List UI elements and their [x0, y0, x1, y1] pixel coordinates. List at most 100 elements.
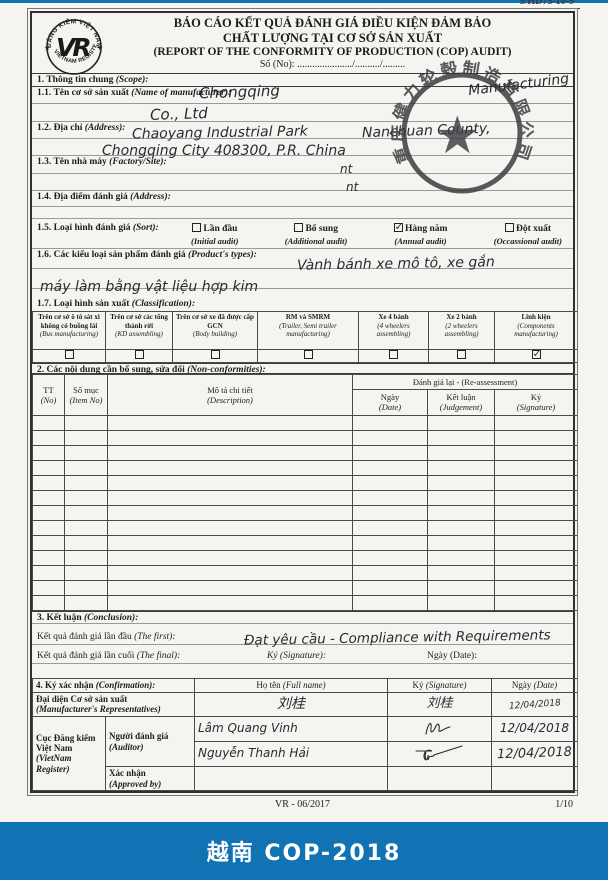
col-header-full-name: Họ tên (Full name)	[194, 677, 388, 693]
nonconformity-empty-row	[32, 444, 579, 461]
nonconformity-empty-row	[32, 429, 579, 446]
approved-signature-empty	[387, 766, 492, 792]
empty-cell	[64, 504, 108, 521]
empty-cell	[352, 519, 428, 536]
sort-option-1: Lần đầu (Initial audit)	[191, 222, 239, 246]
empty-cell	[352, 564, 428, 581]
checkbox-unchecked	[294, 222, 304, 232]
banner-title: 越南 COP-2018	[206, 841, 402, 866]
sort-option-4: Đột xuất (Occassional audit)	[493, 222, 562, 246]
auditor2-date-handwritten: 12/04/2018	[491, 741, 578, 768]
classification-label-en: (KD assembling)	[115, 330, 163, 339]
vietnam-register-label: Cục Đăng kiểm Việt Nam (VietNam Register)	[32, 715, 106, 792]
empty-cell	[32, 429, 65, 446]
empty-cell	[427, 474, 495, 491]
classification-label-en: (Components manufacturing)	[514, 321, 558, 339]
empty-cell	[427, 519, 495, 536]
svg-text:★: ★	[97, 44, 103, 52]
empty-cell	[107, 564, 353, 581]
field-factory-site: 1.3. Tên nhà máy (Factory/Site):	[32, 156, 573, 174]
checkbox-unchecked	[457, 350, 466, 360]
classification-label-vi: Trên cơ sở ô tô sát xi không có buồng lá…	[38, 312, 100, 330]
empty-cell	[64, 414, 108, 431]
auditor2-name-handwritten: Nguyễn Thanh Hải	[194, 741, 388, 768]
empty-cell	[427, 444, 495, 461]
field-manufacturer-name-line2	[32, 104, 573, 122]
col-header-judgement: Kết luận (Judgement)	[427, 388, 495, 416]
classification-label-en: (4 wheelers assembling)	[376, 321, 411, 339]
signature-squiggle-icon	[424, 722, 451, 735]
empty-cell	[493, 519, 579, 536]
empty-cell	[107, 534, 353, 551]
nonconformity-empty-row	[32, 519, 579, 536]
page-number: 1/10	[555, 799, 573, 810]
representative-name-handwritten: 刘桂	[194, 691, 388, 717]
field-product-types: 1.6. Các kiểu loại sản phẩm đánh giá (Pr…	[32, 249, 573, 269]
checkbox-unchecked	[134, 350, 144, 360]
col-header-item-no: Số mục (Item No)	[64, 373, 108, 416]
empty-cell	[427, 459, 495, 476]
col-header-signature: Ký (Signature)	[387, 677, 492, 693]
classification-label-en: (Body building)	[192, 330, 238, 339]
auditor1-date-handwritten: 12/04/2018	[491, 715, 578, 743]
empty-cell	[64, 564, 108, 581]
classification-checkbox-cell	[257, 348, 359, 363]
section4-heading: 4. Ký xác nhận (Confirmation):	[32, 677, 195, 693]
checkbox-unchecked	[389, 350, 398, 360]
empty-cell	[427, 594, 495, 611]
svg-text:★: ★	[44, 44, 50, 52]
classification-label-vi: Linh kiện	[521, 312, 551, 321]
classification-col-2: Trên cơ sở các tổng thành rời (KD assembl…	[105, 310, 173, 350]
empty-cell	[352, 474, 428, 491]
empty-cell	[493, 549, 579, 566]
field-address-line2	[32, 139, 573, 157]
empty-cell	[352, 504, 428, 521]
col-header-date: Ngày (Date)	[352, 388, 428, 416]
field-address: 1.2. Địa chỉ (Address):	[32, 122, 573, 139]
empty-cell	[352, 444, 428, 461]
classification-label-vi: Trên cơ sở xe đã được cấp GCN	[176, 312, 254, 330]
vr-logo-icon: ĐĂNG KIỂM VIỆT NAM VIETNAM REGISTER ★ ★ …	[38, 13, 103, 75]
signature-squiggle-icon	[414, 745, 463, 761]
empty-cell	[427, 504, 495, 521]
classification-label-en: (Bus manufacturing)	[39, 330, 99, 339]
sort-option-sublabel: (Initial audit)	[191, 235, 239, 246]
empty-cell	[352, 594, 428, 611]
auditor1-signature	[387, 715, 492, 743]
col-header-date: Ngày (Date)	[491, 677, 578, 693]
classification-label-vi: Trên cơ sở các tổng thành rời	[110, 312, 168, 330]
checkbox-checked	[393, 220, 404, 233]
spacer-row	[32, 289, 573, 299]
nonconformity-empty-row	[32, 579, 579, 596]
empty-cell	[493, 579, 579, 596]
empty-cell	[32, 564, 65, 581]
empty-cell	[64, 459, 108, 476]
classification-col-4: RM và SMRM (Trailer, Semi trailer manufac…	[257, 310, 359, 350]
empty-cell	[32, 474, 65, 491]
nonconformity-empty-row	[32, 489, 579, 506]
sort-option-sublabel: (Annual audit)	[394, 235, 447, 246]
empty-cell	[427, 489, 495, 506]
checkbox-unchecked	[504, 222, 514, 232]
representative-signature: 刘桂	[387, 691, 492, 717]
checkbox-checked	[531, 350, 542, 361]
classification-label-en: (Trailer, Semi trailer manufacturing)	[279, 321, 337, 339]
sort-option-sublabel: (Occassional audit)	[493, 235, 562, 246]
empty-cell	[32, 534, 65, 551]
col-header-no: TT (No)	[32, 373, 65, 416]
empty-cell	[352, 579, 428, 596]
sort-option-label: Hàng năm	[402, 223, 448, 234]
empty-cell	[493, 414, 579, 431]
report-number-line: Số (No): ....................../........…	[259, 59, 406, 70]
svg-text:★: ★	[434, 108, 481, 165]
sort-option-2: Bổ sung (Additional audit)	[285, 222, 347, 246]
empty-cell	[493, 444, 579, 461]
classification-table: Trên cơ sở ô tô sát xi không có buồng lá…	[32, 310, 578, 363]
empty-cell	[32, 579, 65, 596]
empty-cell	[493, 459, 579, 476]
empty-cell	[427, 579, 495, 596]
empty-cell	[427, 429, 495, 446]
empty-cell	[32, 489, 65, 506]
empty-cell	[64, 579, 108, 596]
document-reference-number: 5/HD75-10-9	[513, 0, 580, 9]
